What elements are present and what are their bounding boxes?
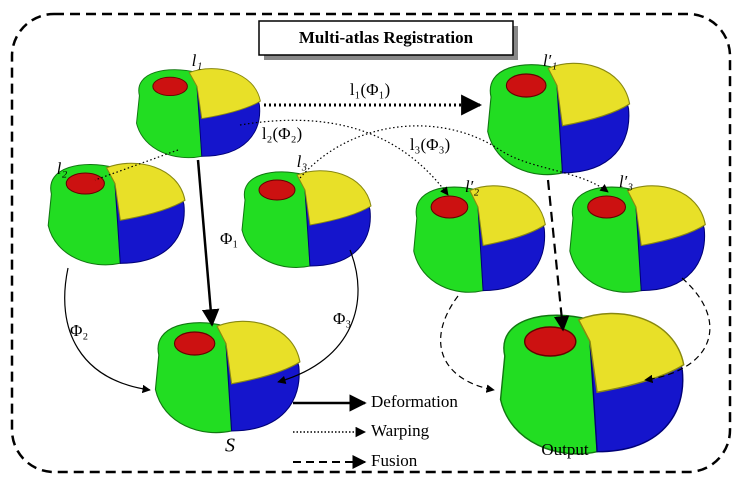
warped-label: l′₂ <box>465 177 479 196</box>
deform-arrows <box>64 159 359 394</box>
warp-label: l₃(Φ₃) <box>410 135 450 154</box>
fusion-arrows <box>440 179 711 393</box>
legend-label: Warping <box>371 421 430 440</box>
warp-label: l₂(Φ₂) <box>262 124 302 143</box>
warp-arrows <box>94 94 609 196</box>
legend-label: Deformation <box>371 392 458 411</box>
warped-heart <box>413 185 546 293</box>
target-label: S <box>225 435 235 457</box>
atlas-heart <box>136 68 261 159</box>
warped-label: l′₁ <box>543 51 557 70</box>
output-heart <box>499 312 685 455</box>
atlas-heart <box>47 162 186 266</box>
legend: Deformation Warping Fusion <box>293 392 458 470</box>
warp-label: l₁(Φ₁) <box>350 80 390 99</box>
title-box <box>258 20 514 56</box>
atlas-label: l₁ <box>192 51 203 70</box>
title: Multi-atlas Registration <box>299 28 474 47</box>
target-heart <box>154 320 301 434</box>
deform-label: Φ₁ <box>220 229 238 248</box>
output-label: Output <box>541 440 589 459</box>
atlas-label: l₃ <box>297 152 308 171</box>
warped-heart <box>569 185 706 293</box>
deform-label: Φ₂ <box>70 321 88 340</box>
legend-label: Fusion <box>371 451 418 470</box>
atlas-label: l₂ <box>57 159 68 178</box>
deform-label: Φ₃ <box>333 309 351 328</box>
warped-label: l′₃ <box>619 172 633 191</box>
warped-heart <box>487 62 631 176</box>
frame <box>10 12 732 474</box>
